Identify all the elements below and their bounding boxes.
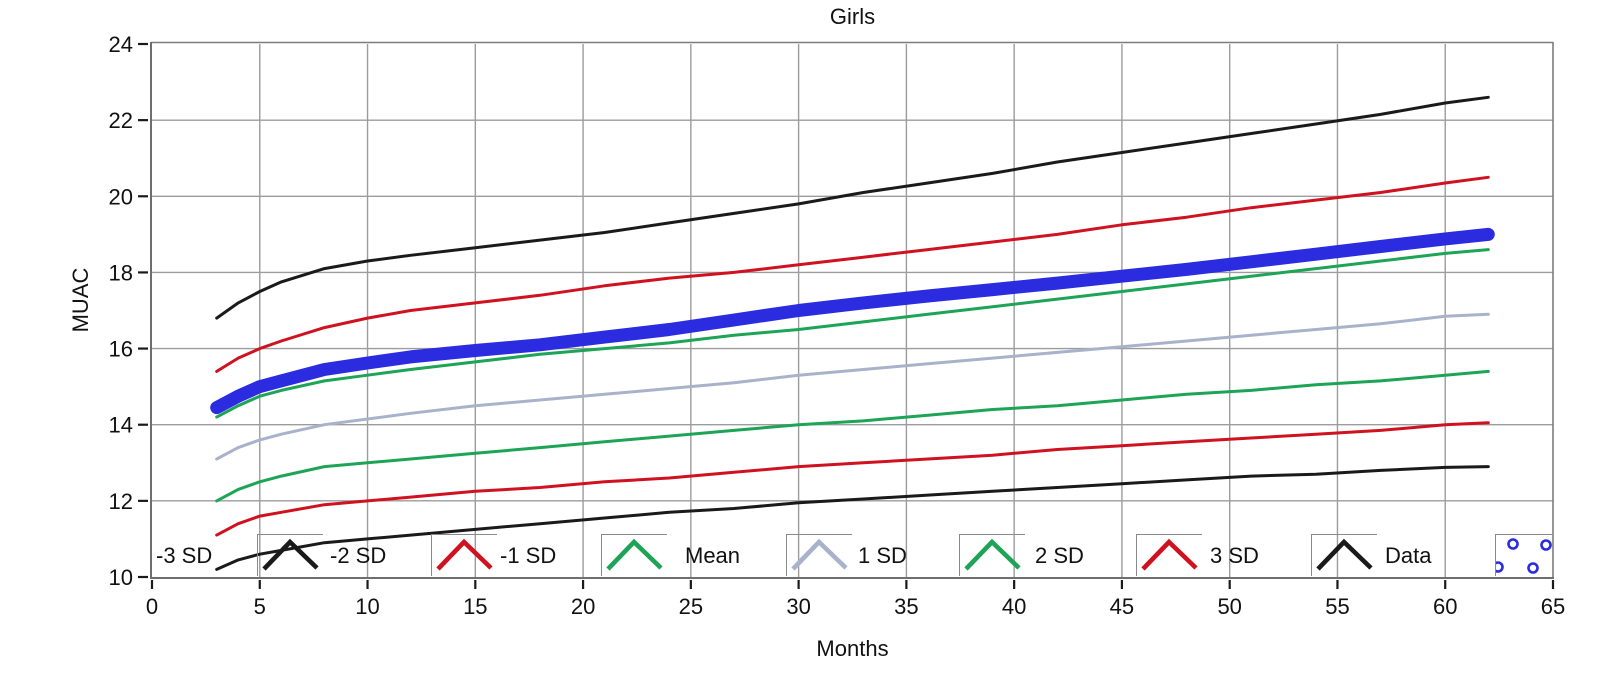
line-sample-icon[interactable]	[959, 533, 1025, 576]
legend-label: -2 SD	[330, 543, 387, 568]
series--1-sd	[215, 369, 1490, 503]
y-tick-label: 24	[109, 32, 133, 57]
legend-item--1-sd[interactable]: -1 SD	[500, 533, 667, 576]
y-tick-label: 18	[109, 260, 133, 285]
series--3-sd	[215, 465, 1490, 571]
x-tick-label: 30	[786, 594, 810, 619]
x-tick-label: 45	[1110, 594, 1134, 619]
line-sample-icon[interactable]	[1311, 533, 1377, 576]
legend-label: 3 SD	[1210, 543, 1259, 568]
legend-label: 1 SD	[858, 543, 907, 568]
y-tick-label: 14	[109, 413, 133, 438]
x-axis-label: Months	[816, 636, 889, 661]
legend-label: -3 SD	[156, 543, 213, 568]
chart-title: Girls	[829, 4, 876, 29]
x-tick-label: 5	[254, 594, 266, 619]
line-sample-icon[interactable]	[257, 533, 323, 576]
x-tick-label: 65	[1541, 594, 1565, 619]
series--2-sd	[215, 421, 1490, 537]
series-mean	[215, 312, 1490, 461]
x-tick-label: 35	[894, 594, 918, 619]
legend-item--3-sd[interactable]: -3 SD	[156, 533, 323, 576]
line-sample-icon[interactable]	[786, 533, 852, 576]
x-tick-label: 15	[463, 594, 487, 619]
line-sample-icon[interactable]	[1136, 533, 1202, 576]
y-tick-label: 12	[109, 489, 133, 514]
series-1-sd	[215, 248, 1490, 419]
series-data	[210, 227, 1495, 415]
line-sample-icon[interactable]	[601, 533, 667, 576]
y-tick-label: 16	[109, 337, 133, 362]
x-tick-label: 25	[679, 594, 703, 619]
series-2-sd	[215, 175, 1490, 373]
line-sample-icon[interactable]	[431, 533, 497, 576]
legend-item-mean[interactable]: Mean	[685, 533, 852, 576]
x-tick-label: 20	[571, 594, 595, 619]
legend-label: Data	[1385, 543, 1432, 568]
legend-label: Mean	[685, 543, 741, 568]
x-tick-label: 55	[1325, 594, 1349, 619]
x-tick-label: 40	[1002, 594, 1026, 619]
legend-label: -1 SD	[500, 543, 557, 568]
x-tick-label: 50	[1217, 594, 1241, 619]
legend-item-3-sd[interactable]: 3 SD	[1210, 533, 1377, 576]
legend-item-1-sd[interactable]: 1 SD	[858, 533, 1025, 576]
legend-label: 2 SD	[1035, 543, 1084, 568]
y-tick-label: 22	[109, 108, 133, 133]
x-tick-label: 0	[146, 594, 158, 619]
x-tick-label: 10	[355, 594, 379, 619]
scatter-marker-icon[interactable]	[1495, 533, 1552, 576]
x-tick-label: 60	[1433, 594, 1457, 619]
legend-item--2-sd[interactable]: -2 SD	[330, 533, 497, 576]
legend-item-data[interactable]: Data	[1385, 533, 1552, 576]
legend-item-2-sd[interactable]: 2 SD	[1035, 533, 1202, 576]
y-tick-label: 10	[109, 565, 133, 590]
y-tick-label: 20	[109, 184, 133, 209]
series-3-sd	[215, 95, 1490, 320]
